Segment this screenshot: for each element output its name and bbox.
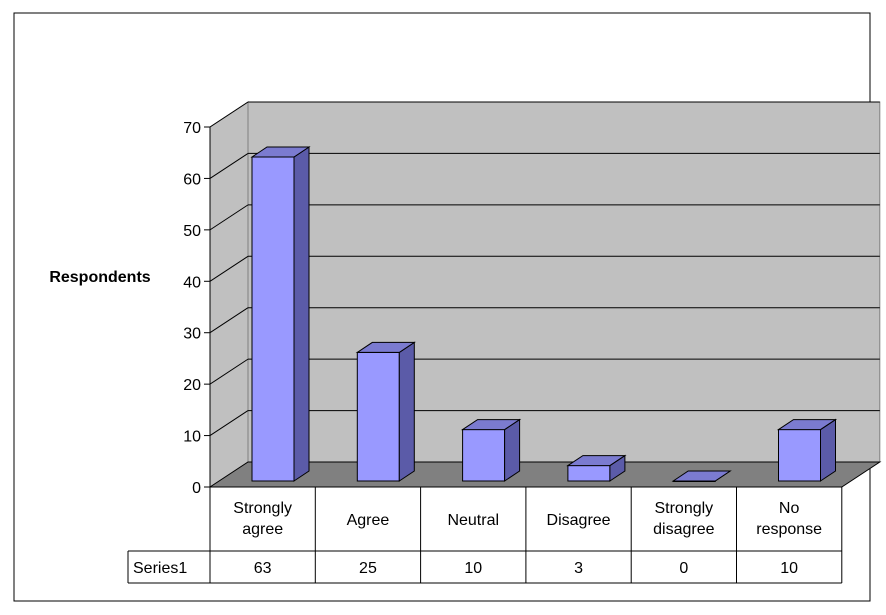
back-wall <box>247 101 881 463</box>
data-label: 3 <box>574 560 583 577</box>
y-tick-label: 40 <box>183 274 201 291</box>
bar-side <box>293 146 310 482</box>
bar-group <box>566 454 627 482</box>
bar-side <box>820 418 836 482</box>
y-tick-label: 70 <box>183 120 201 137</box>
x-tick-label-line: Agree <box>347 512 390 529</box>
x-tick-label: No response <box>756 500 822 538</box>
bar-side <box>398 341 415 482</box>
x-tick-label: Strongly agree <box>233 500 292 538</box>
gridline-side <box>209 410 249 436</box>
bar-front <box>567 465 611 482</box>
bar-group <box>355 341 416 482</box>
side-wall <box>209 101 249 488</box>
x-tick-label-line: Strongly <box>233 500 292 517</box>
data-label: 10 <box>780 560 798 577</box>
y-tick-label: 20 <box>183 377 201 394</box>
gridline-side <box>209 255 249 282</box>
bar-group <box>671 470 732 482</box>
y-axis: 0 10 20 30 40 50 60 70 <box>183 120 211 497</box>
gridline-side <box>209 153 249 179</box>
table-row-label: Series1 <box>133 560 187 577</box>
bar-top <box>566 455 627 467</box>
x-tick-label-line: Neutral <box>447 512 499 529</box>
y-tick-label: 60 <box>183 171 201 188</box>
bar-group <box>776 418 838 482</box>
y-axis-label: Respondents <box>49 269 150 286</box>
bar-front <box>356 351 400 482</box>
gridline-side <box>209 307 249 334</box>
data-label: 10 <box>464 560 482 577</box>
y-tick-label: 10 <box>183 429 201 446</box>
bar-top <box>460 419 522 431</box>
bar-top <box>250 146 311 158</box>
x-tick-label-line: disagree <box>653 521 714 538</box>
x-tick-label-line: agree <box>242 521 283 538</box>
bar-side <box>504 418 521 482</box>
bar-top <box>355 341 416 353</box>
data-label: 0 <box>679 560 688 577</box>
bar-front <box>778 429 821 482</box>
data-label: 25 <box>359 560 377 577</box>
x-tick-label: Agree <box>347 512 390 529</box>
chart-bars <box>250 146 838 482</box>
bar-group <box>250 146 311 482</box>
x-tick-label-line: Disagree <box>547 512 611 529</box>
gridline-side <box>209 101 249 128</box>
data-table: Strongly agree Agree Neutral Disagree Strongl… <box>127 486 843 584</box>
y-tick-label: 30 <box>183 326 201 343</box>
bar-top <box>776 419 838 431</box>
gridline-side <box>209 358 249 385</box>
data-label: 63 <box>254 560 272 577</box>
x-tick-label: Neutral <box>447 512 499 529</box>
x-tick-label: Strongly disagree <box>653 500 714 538</box>
chart-gridlines <box>209 101 880 436</box>
x-tick-label-line: No <box>779 500 800 517</box>
bar-front <box>251 156 295 482</box>
y-tick-label: 50 <box>183 223 201 240</box>
x-tick-label-line: response <box>756 521 822 538</box>
bar-top <box>671 470 732 482</box>
bar-group <box>460 418 522 482</box>
y-tick-label: 0 <box>192 480 201 497</box>
gridline-side <box>209 204 249 231</box>
x-tick-label-line: Strongly <box>654 500 713 517</box>
bar-front <box>462 429 506 482</box>
x-tick-label: Disagree <box>547 512 611 529</box>
